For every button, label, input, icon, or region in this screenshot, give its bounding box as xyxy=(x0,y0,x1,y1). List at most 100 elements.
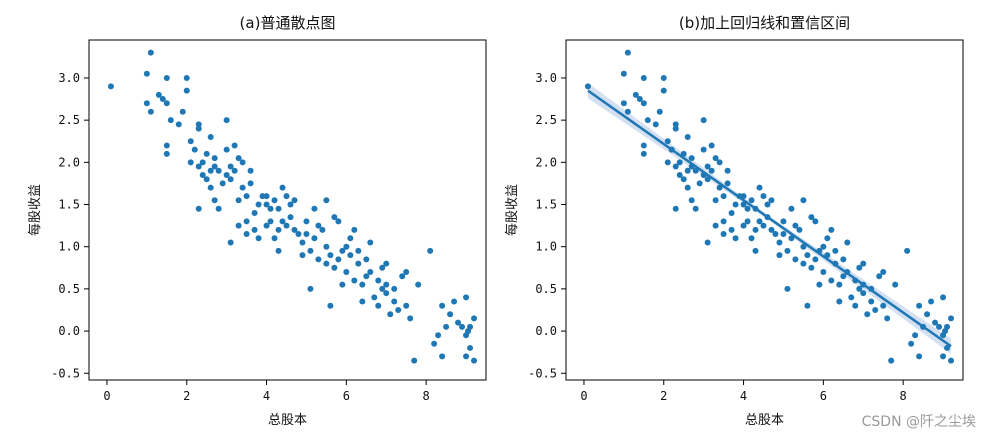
data-point xyxy=(263,201,270,208)
data-point xyxy=(327,302,334,309)
data-point xyxy=(243,231,250,238)
data-point xyxy=(740,201,747,208)
data-point xyxy=(247,167,254,174)
data-point xyxy=(728,209,735,216)
data-point xyxy=(776,239,783,246)
data-point xyxy=(275,205,282,212)
data-point xyxy=(836,281,843,288)
data-point xyxy=(279,218,286,225)
x-tick-label: 4 xyxy=(263,389,270,403)
data-point xyxy=(207,134,214,141)
data-point xyxy=(155,91,162,98)
y-tick-label: 1.0 xyxy=(535,240,557,254)
data-point xyxy=(860,290,867,297)
y-tick-label: 2.5 xyxy=(58,113,80,127)
data-point xyxy=(864,311,871,318)
data-point xyxy=(892,281,899,288)
data-point xyxy=(383,260,390,267)
data-point xyxy=(692,167,699,174)
data-point xyxy=(211,197,218,204)
data-point xyxy=(780,231,787,238)
data-point xyxy=(724,180,731,187)
data-point xyxy=(443,323,450,330)
data-point xyxy=(159,96,166,103)
data-point xyxy=(712,222,719,229)
data-point xyxy=(688,155,695,162)
data-point xyxy=(728,226,735,233)
data-point xyxy=(471,315,478,322)
data-point xyxy=(303,231,310,238)
data-point xyxy=(876,273,883,280)
data-point xyxy=(720,231,727,238)
data-point xyxy=(263,193,270,200)
data-point xyxy=(948,357,955,364)
data-point xyxy=(704,176,711,183)
y-tick-label: 0.5 xyxy=(58,282,80,296)
data-point xyxy=(415,281,422,288)
data-point xyxy=(251,226,258,233)
data-point xyxy=(263,222,270,229)
data-point xyxy=(804,302,811,309)
data-point xyxy=(944,344,951,351)
y-tick-label: 3.0 xyxy=(535,71,557,85)
data-point xyxy=(199,159,206,166)
data-point xyxy=(355,247,362,254)
y-tick-label: 2.0 xyxy=(535,155,557,169)
scatter-panel-b: (b)加上回归线和置信区间 总股本 每股收益 0 2 4 6 8 -0.5 0.0 0.5 1.… xyxy=(504,14,964,428)
data-point xyxy=(183,87,190,94)
x-tick-label: 8 xyxy=(900,389,907,403)
data-point xyxy=(872,306,879,313)
data-point xyxy=(323,243,330,250)
data-point xyxy=(672,125,679,132)
data-point xyxy=(375,302,382,309)
data-point xyxy=(247,180,254,187)
data-point xyxy=(379,264,386,271)
y-axis-label-b: 每股收益 xyxy=(504,184,520,236)
data-point xyxy=(840,256,847,263)
data-point xyxy=(283,222,290,229)
data-point xyxy=(816,281,823,288)
data-point xyxy=(315,222,322,229)
data-point xyxy=(760,222,767,229)
data-point xyxy=(712,155,719,162)
data-point xyxy=(632,91,639,98)
data-point xyxy=(684,167,691,174)
data-point xyxy=(948,315,955,322)
data-point xyxy=(311,235,318,242)
x-tick-label: 6 xyxy=(820,389,827,403)
data-point xyxy=(439,353,446,360)
data-point xyxy=(820,243,827,250)
data-point xyxy=(347,252,354,259)
data-point xyxy=(299,252,306,259)
x-tick-label: 0 xyxy=(103,389,110,403)
y-tick-label: 0.0 xyxy=(535,324,557,338)
data-point xyxy=(916,353,923,360)
data-point xyxy=(776,252,783,259)
data-point xyxy=(319,226,326,233)
data-point xyxy=(227,163,234,170)
data-point xyxy=(343,269,350,276)
data-point xyxy=(195,163,202,170)
data-point xyxy=(447,311,454,318)
data-point xyxy=(732,235,739,242)
data-point xyxy=(640,150,647,157)
data-point xyxy=(455,319,462,326)
data-point xyxy=(255,235,262,242)
data-point xyxy=(307,285,314,292)
x-tick-label: 2 xyxy=(183,389,190,403)
data-point xyxy=(788,235,795,242)
data-point xyxy=(716,184,723,191)
data-point xyxy=(640,100,647,107)
data-point xyxy=(940,353,947,360)
data-point xyxy=(191,146,198,153)
data-point xyxy=(660,74,667,81)
data-point xyxy=(672,121,679,128)
data-point xyxy=(584,83,591,90)
data-point xyxy=(271,197,278,204)
data-point xyxy=(347,235,354,242)
y-tick-label: -0.5 xyxy=(528,366,557,380)
data-point xyxy=(768,226,775,233)
data-point xyxy=(291,197,298,204)
data-point xyxy=(375,277,382,284)
